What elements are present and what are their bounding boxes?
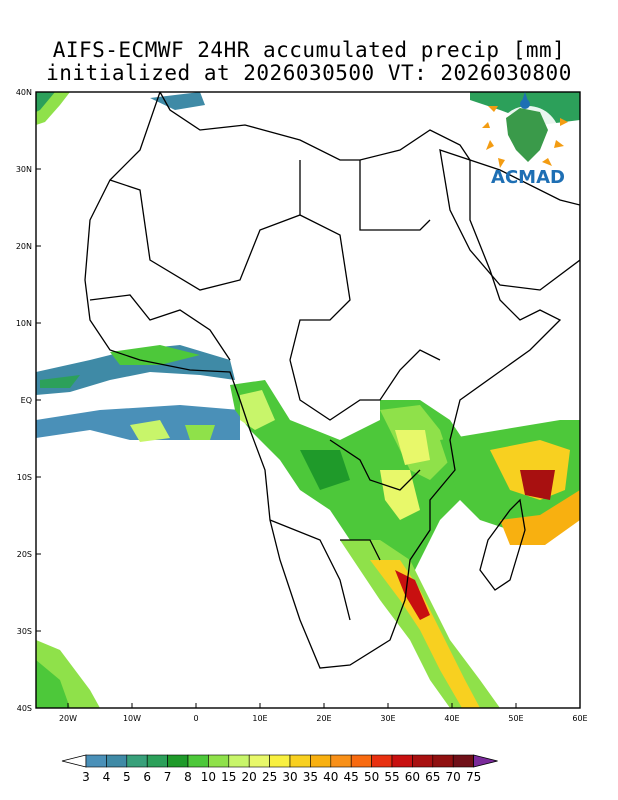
lat-label: 10S bbox=[17, 473, 32, 482]
colorbar-label: 7 bbox=[164, 770, 172, 784]
colorbar-label: 5 bbox=[123, 770, 131, 784]
colorbar-label: 65 bbox=[425, 770, 440, 784]
lat-label: EQ bbox=[21, 396, 32, 405]
africa-logo-icon bbox=[506, 108, 548, 162]
colorbar-label: 3 bbox=[82, 770, 90, 784]
acmad-logo-text: ACMAD bbox=[491, 167, 565, 188]
colorbar-swatch bbox=[187, 754, 209, 768]
colorbar-swatch bbox=[330, 754, 352, 768]
colorbar-label: 55 bbox=[384, 770, 399, 784]
lat-label: 40S bbox=[17, 704, 32, 713]
colorbar-label: 8 bbox=[184, 770, 192, 784]
lon-label: 30E bbox=[380, 714, 395, 723]
acmad-logo: ACMAD bbox=[482, 92, 568, 188]
map-title-line1: AIFS-ECMWF 24HR accumulated precip [mm] bbox=[52, 38, 566, 62]
lon-label: 50E bbox=[508, 714, 523, 723]
coastlines bbox=[84, 92, 580, 669]
colorbar-swatch bbox=[289, 754, 311, 768]
colorbar-label: 20 bbox=[242, 770, 257, 784]
colorbar-swatch bbox=[371, 754, 393, 768]
colorbar-label: 45 bbox=[344, 770, 359, 784]
colorbar-label: 10 bbox=[201, 770, 216, 784]
lat-labels: 40N 30N 20N 10N EQ 10S 20S 30S 40S bbox=[16, 88, 32, 713]
lat-label: 40N bbox=[16, 88, 32, 97]
sun-rays-icon bbox=[482, 106, 568, 168]
colorbar-label: 50 bbox=[364, 770, 379, 784]
colorbar-label: 30 bbox=[282, 770, 297, 784]
colorbar-over-triangle bbox=[473, 754, 498, 768]
colorbar-label: 75 bbox=[466, 770, 481, 784]
lat-label: 20N bbox=[16, 242, 32, 251]
colorbar-label: 60 bbox=[405, 770, 420, 784]
colorbar-swatch bbox=[310, 754, 332, 768]
lat-label: 30N bbox=[16, 165, 32, 174]
map-title-line2: initialized at 2026030500 VT: 2026030800 bbox=[46, 61, 572, 85]
lat-label: 30S bbox=[17, 627, 32, 636]
lon-label: 0 bbox=[193, 714, 198, 723]
colorbar-swatch bbox=[228, 754, 250, 768]
colorbar-label: 40 bbox=[323, 770, 338, 784]
colorbar-label: 35 bbox=[303, 770, 318, 784]
colorbar-swatch bbox=[452, 754, 474, 768]
colorbar-swatch bbox=[391, 754, 413, 768]
lon-label: 10W bbox=[123, 714, 141, 723]
lon-label: 10E bbox=[252, 714, 267, 723]
tick-marks bbox=[36, 168, 517, 708]
colorbar-label: 70 bbox=[446, 770, 461, 784]
lon-label: 20W bbox=[59, 714, 77, 723]
lat-label: 20S bbox=[17, 550, 32, 559]
colorbar-swatch bbox=[248, 754, 270, 768]
colorbar-label: 6 bbox=[143, 770, 151, 784]
colorbar-swatch bbox=[106, 754, 128, 768]
lon-label: 40E bbox=[444, 714, 459, 723]
colorbar-labels: 3 4 5 6 7 8 10 15 20 25 30 35 40 45 50 55 60 65 70 75 bbox=[82, 770, 481, 784]
colorbar-swatch bbox=[167, 754, 189, 768]
lon-labels: 20W 10W 0 10E 20E 30E 40E 50E 60E bbox=[59, 714, 588, 723]
lon-label: 20E bbox=[316, 714, 331, 723]
colorbar-label: 25 bbox=[262, 770, 277, 784]
colorbar-label: 15 bbox=[221, 770, 236, 784]
lon-label: 60E bbox=[572, 714, 587, 723]
colorbar-swatch bbox=[350, 754, 372, 768]
colorbar-swatch bbox=[85, 754, 107, 768]
colorbar-swatch bbox=[126, 754, 148, 768]
colorbar-swatch bbox=[432, 754, 454, 768]
colorbar-swatch bbox=[208, 754, 230, 768]
colorbar-swatch bbox=[146, 754, 168, 768]
precip-shading bbox=[36, 92, 580, 708]
colorbar-label: 4 bbox=[103, 770, 111, 784]
colorbar-swatch bbox=[412, 754, 434, 768]
colorbar-swatch bbox=[269, 754, 291, 768]
lat-label: 10N bbox=[16, 319, 32, 328]
colorbar bbox=[61, 754, 498, 768]
colorbar-under-triangle bbox=[61, 754, 87, 768]
